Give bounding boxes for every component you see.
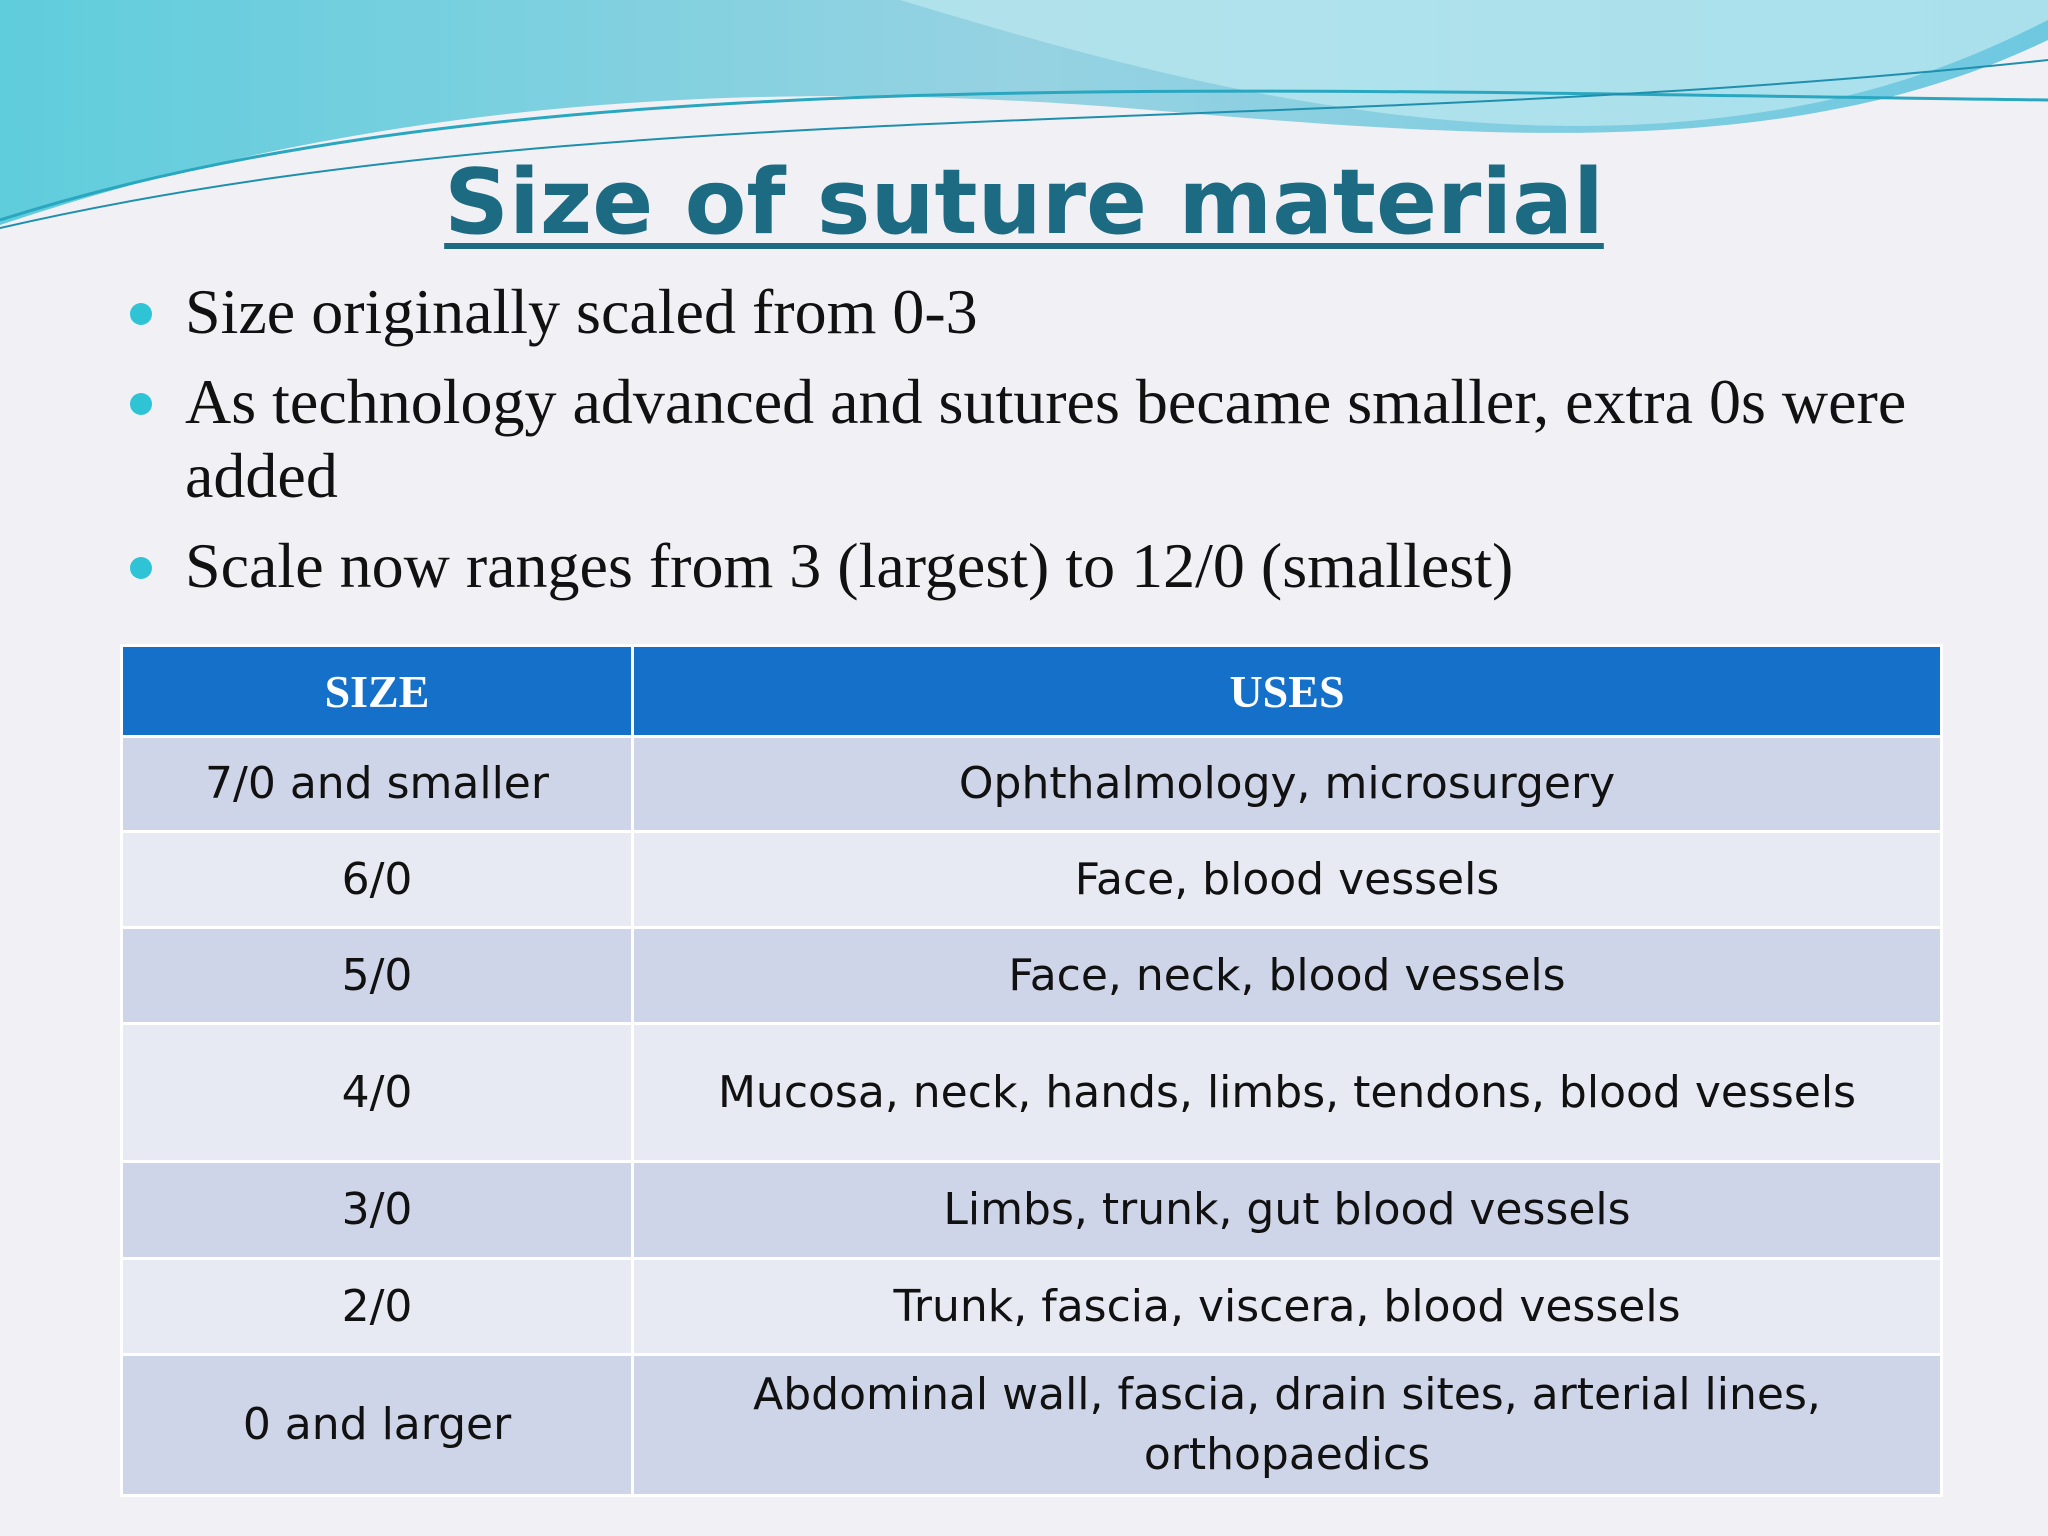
- header-row: SIZE USES: [120, 644, 1943, 738]
- size-cell: 7/0 and smaller: [120, 735, 634, 833]
- size-cell: 6/0: [120, 830, 634, 929]
- table-row: 4/0 Mucosa, neck, hands, limbs, tendons, …: [120, 1022, 1943, 1163]
- suture-table: SIZE USES 7/0 and smaller Ophthalmology, m…: [120, 644, 1943, 1497]
- uses-cell: Face, blood vessels: [631, 830, 1943, 929]
- header-cell: USES: [631, 644, 1943, 738]
- bullet: Scale now ranges from 3 (largest) to 12/…: [130, 529, 1930, 603]
- size-cell: 4/0: [120, 1022, 634, 1163]
- size-cell: 0 and larger: [120, 1353, 634, 1497]
- size-cell: 5/0: [120, 926, 634, 1025]
- table-row: 5/0 Face, neck, blood vessels: [120, 926, 1943, 1025]
- size-cell: 2/0: [120, 1257, 634, 1356]
- uses-cell: Trunk, fascia, viscera, blood vessels: [631, 1257, 1943, 1356]
- table-row: 2/0 Trunk, fascia, viscera, blood vessels: [120, 1257, 1943, 1356]
- uses-cell: Face, neck, blood vessels: [631, 926, 1943, 1025]
- size-cell: 3/0: [120, 1160, 634, 1260]
- uses-cell: Mucosa, neck, hands, limbs, tendons, blo…: [631, 1022, 1943, 1163]
- wave-decoration: [0, 0, 2048, 229]
- uses-cell: Abdominal wall, fascia, drain sites, art…: [631, 1353, 1943, 1497]
- table-row: 0 and larger Abdominal wall, fascia, drai…: [120, 1353, 1943, 1497]
- header-cell: SIZE: [120, 644, 634, 738]
- bullet: As technology advanced and sutures becam…: [130, 365, 1930, 513]
- table-row: 3/0 Limbs, trunk, gut blood vessels: [120, 1160, 1943, 1260]
- table-row: 6/0 Face, blood vessels: [120, 830, 1943, 929]
- bullet: Size originally scaled from 0-3: [130, 275, 1930, 349]
- table-row: 7/0 and smaller Ophthalmology, microsurge…: [120, 735, 1943, 833]
- title: Size of suture material: [444, 150, 1604, 255]
- uses-cell: Limbs, trunk, gut blood vessels: [631, 1160, 1943, 1260]
- bullet-list: Size originally scaled from 0-3 As techno…: [130, 275, 1930, 619]
- uses-cell: Ophthalmology, microsurgery: [631, 735, 1943, 833]
